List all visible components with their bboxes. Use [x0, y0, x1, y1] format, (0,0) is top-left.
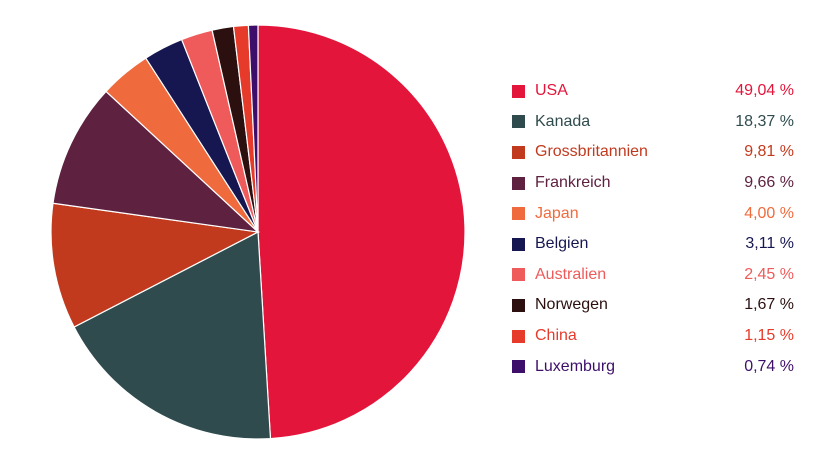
- legend-item-norwegen: Norwegen 1,67 %: [512, 290, 794, 321]
- legend-item-usa: USA 49,04 %: [512, 76, 794, 107]
- legend-value: 3,11 %: [745, 235, 794, 253]
- legend-value: 1,67 %: [744, 296, 794, 314]
- legend-value: 49,04 %: [735, 82, 794, 100]
- legend-item-luxemburg: Luxemburg 0,74 %: [512, 351, 794, 382]
- legend-item-grossbritannien: Grossbritannien 9,81 %: [512, 137, 794, 168]
- legend-item-belgien: Belgien 3,11 %: [512, 229, 794, 260]
- legend-label: USA: [535, 82, 568, 100]
- legend-value: 9,81 %: [744, 143, 794, 161]
- pie-slice-luxemburg: [247, 24, 259, 233]
- legend-value: 4,00 %: [744, 204, 794, 222]
- legend-label: Norwegen: [535, 296, 608, 314]
- legend-swatch: [512, 207, 525, 221]
- legend-item-china: China 1,15 %: [512, 321, 794, 352]
- legend-item-kanada: Kanada 18,37 %: [512, 107, 794, 138]
- legend-label: Grossbritannien: [535, 143, 648, 161]
- legend-swatch: [512, 237, 525, 251]
- legend: USA 49,04 % Kanada 18,37 % Grossbritannien 9,…: [512, 76, 794, 382]
- legend-swatch: [512, 329, 525, 343]
- legend-label: Belgien: [535, 235, 589, 253]
- legend-swatch: [512, 268, 525, 282]
- legend-swatch: [512, 115, 525, 129]
- legend-label: Kanada: [535, 112, 591, 130]
- legend-item-japan: Japan 4,00 %: [512, 198, 794, 229]
- legend-value: 2,45 %: [744, 265, 794, 283]
- pie-slice-usa: [257, 24, 466, 440]
- legend-swatch: [512, 84, 525, 98]
- legend-value: 18,37 %: [735, 112, 794, 130]
- legend-label: China: [535, 327, 577, 345]
- legend-swatch: [512, 298, 525, 312]
- legend-value: 0,74 %: [744, 357, 794, 375]
- legend-value: 9,66 %: [744, 174, 794, 192]
- pie-slice-kanada: [73, 231, 272, 440]
- legend-swatch: [512, 176, 525, 190]
- pie-slice-grossbritannien: [50, 202, 260, 328]
- legend-swatch: [512, 145, 525, 159]
- legend-label: Australien: [535, 265, 607, 283]
- legend-label: Luxemburg: [535, 357, 616, 375]
- legend-item-frankreich: Frankreich 9,66 %: [512, 168, 794, 199]
- legend-swatch: [512, 360, 525, 374]
- legend-item-australien: Australien 2,45 %: [512, 260, 794, 291]
- legend-label: Frankreich: [535, 174, 611, 192]
- legend-label: Japan: [535, 204, 579, 222]
- legend-value: 1,15 %: [744, 327, 794, 345]
- pie-slice-frankreich: [52, 90, 260, 233]
